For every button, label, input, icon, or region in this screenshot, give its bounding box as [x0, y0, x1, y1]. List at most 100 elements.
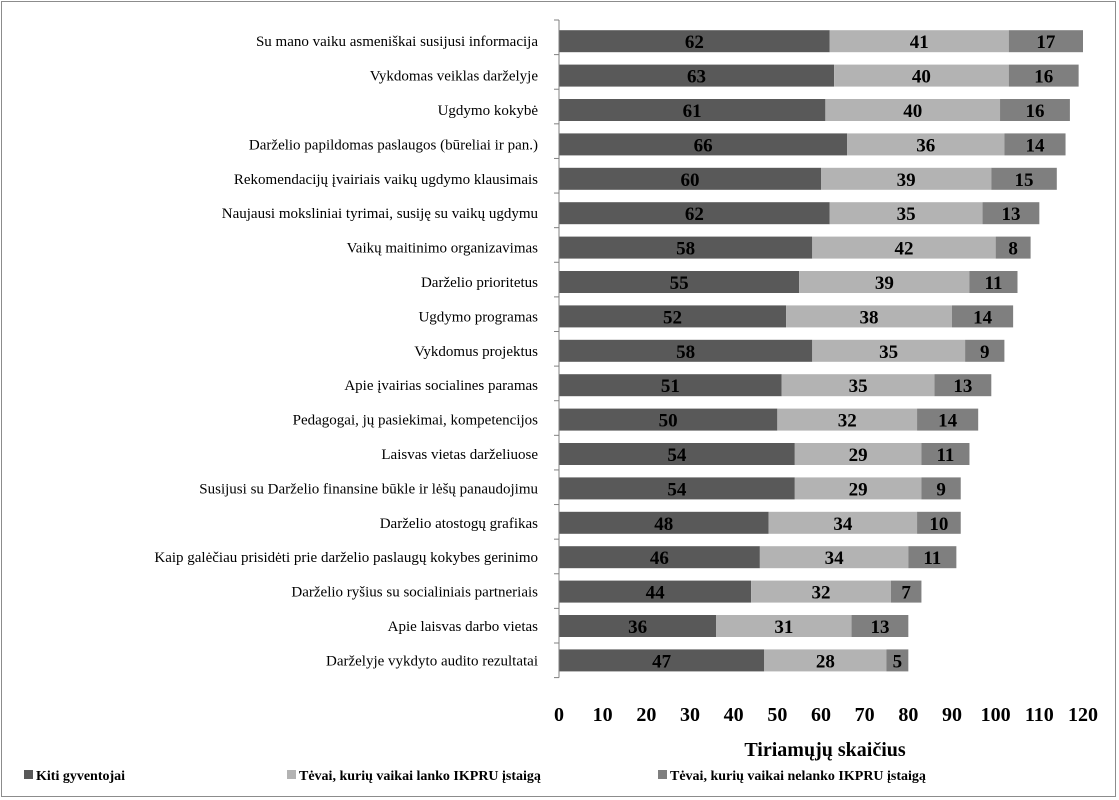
bar-segment-series-1	[559, 649, 765, 672]
x-tick-label: 100	[981, 704, 1011, 726]
bar-segment-series-3	[991, 167, 1057, 190]
bars-group	[559, 30, 1083, 672]
data-label: 38	[860, 307, 879, 328]
data-label: 40	[903, 101, 922, 122]
category-label: Darželio ryšius su socialiniais partneri…	[291, 585, 538, 601]
bar-segment-series-3	[917, 408, 979, 431]
x-tick-label: 20	[636, 704, 656, 726]
x-tick-label: 10	[593, 704, 613, 726]
data-label: 63	[687, 67, 706, 88]
data-label: 42	[894, 239, 913, 260]
data-label: 34	[825, 548, 845, 569]
bar-segment-series-1	[559, 64, 835, 87]
data-label: 39	[897, 170, 916, 191]
x-tick-label: 90	[942, 704, 962, 726]
data-label: 14	[1025, 135, 1045, 156]
x-tick-label: 50	[767, 704, 787, 726]
bar-segment-series-1	[559, 374, 782, 397]
data-label: 50	[659, 411, 678, 432]
data-label: 29	[849, 445, 868, 466]
data-label: 35	[849, 376, 868, 397]
data-label: 48	[654, 514, 673, 535]
bar-segment-series-3	[934, 374, 992, 397]
bar-segment-series-3	[851, 615, 909, 637]
bar-segment-series-3	[965, 339, 1005, 362]
bar-segment-series-3	[890, 580, 922, 603]
bar-segment-series-3	[982, 202, 1040, 225]
category-label: Darželio papildomas paslaugos (būreliai …	[249, 137, 538, 153]
x-tick-label: 70	[855, 704, 875, 726]
bar-segment-series-2	[829, 202, 983, 225]
data-label: 32	[812, 583, 831, 604]
data-label: 9	[980, 342, 990, 363]
bar-segment-series-1	[559, 305, 787, 328]
data-label: 44	[646, 583, 666, 604]
data-label: 62	[685, 204, 704, 225]
bar-segment-series-2	[825, 99, 1001, 121]
bar-segment-series-3	[1008, 64, 1079, 87]
legend-swatch	[24, 770, 33, 779]
bar-segment-series-3	[886, 649, 909, 672]
legend-label: Kiti gyventojai	[36, 769, 125, 784]
data-label: 13	[870, 617, 889, 638]
bar-segment-series-2	[768, 511, 918, 534]
bar-segment-series-1	[559, 339, 813, 362]
bar-segment-series-2	[786, 305, 952, 328]
x-tick-label: 40	[724, 704, 744, 726]
bar-segment-series-2	[794, 477, 922, 500]
data-label: 58	[676, 342, 695, 363]
category-label: Ugdymo programas	[418, 309, 538, 325]
data-label: 35	[879, 342, 898, 363]
category-label: Darželyje vykdyto audito rezultatai	[326, 653, 538, 669]
x-axis-ticks-group: 0 10 20 30 40 50 60 70 80 90 100 110 120	[554, 19, 1098, 726]
data-label: 60	[681, 170, 700, 191]
bar-segment-series-1	[559, 271, 800, 293]
data-label: 31	[774, 617, 793, 638]
bar-segment-series-1	[559, 511, 769, 534]
data-label: 15	[1015, 170, 1034, 191]
data-label: 40	[912, 67, 931, 88]
category-label: Kaip galėčiau prisidėti prie darželio pa…	[154, 550, 538, 566]
bar-segment-series-1	[559, 477, 795, 500]
bar-segment-series-3	[995, 236, 1031, 259]
x-tick-label: 60	[811, 704, 831, 726]
data-label: 16	[1025, 101, 1044, 122]
legend-swatch	[287, 770, 296, 779]
data-label: 10	[929, 514, 948, 535]
bar-segment-series-2	[781, 374, 935, 397]
bar-segment-series-1	[559, 408, 778, 431]
data-label: 9	[936, 479, 946, 500]
bar-segment-series-2	[716, 615, 852, 637]
bar-segment-series-2	[759, 546, 909, 569]
bar-segment-series-1	[559, 202, 830, 225]
category-label: Vaikų maitinimo organizavimas	[347, 241, 539, 257]
category-label: Naujausi moksliniai tyrimai, susiję su v…	[222, 206, 539, 222]
bar-segment-series-2	[847, 133, 1005, 156]
bar-segment-series-2	[777, 408, 918, 431]
x-tick-label: 110	[1025, 704, 1054, 726]
data-label: 55	[670, 273, 689, 294]
bar-segment-series-2	[821, 167, 992, 190]
x-tick-label: 80	[898, 704, 918, 726]
data-label: 14	[973, 307, 993, 328]
x-axis-title: Tiriamųjų skaičius	[744, 739, 906, 761]
x-tick-label: 120	[1068, 704, 1098, 726]
data-label: 7	[901, 583, 911, 604]
data-label: 54	[667, 479, 687, 500]
bar-segment-series-1	[559, 236, 813, 259]
category-label: Susijusi su Darželio finansine būkle ir …	[199, 481, 538, 497]
legend: Kiti gyventojai Tėvai, kurių vaikai lanko…	[24, 769, 926, 784]
bar-segment-series-1	[559, 546, 760, 569]
legend-label: Tėvai, kurių vaikai lanko IKPRU įstaigą	[299, 769, 541, 784]
x-tick-label: 0	[554, 704, 564, 726]
bar-segment-series-2	[799, 271, 970, 293]
category-label: Apie laisvas darbo vietas	[388, 619, 539, 635]
data-label: 11	[985, 273, 1003, 294]
bar-segment-series-1	[559, 167, 821, 190]
category-label: Ugdymo kokybė	[438, 103, 539, 119]
data-label: 17	[1036, 32, 1056, 53]
category-label: Vykdomus projektus	[414, 344, 538, 360]
data-label: 5	[893, 651, 903, 672]
